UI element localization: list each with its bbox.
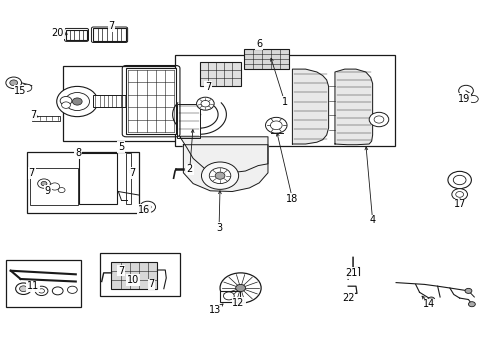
Circle shape [220, 273, 261, 303]
Circle shape [468, 302, 474, 307]
Text: 11: 11 [27, 281, 40, 291]
Bar [66, 30, 87, 40]
Circle shape [201, 162, 238, 189]
Bar [243, 49, 289, 69]
Text: 5: 5 [118, 142, 124, 152]
Circle shape [41, 181, 47, 186]
Bar [62, 66, 180, 141]
Text: 7: 7 [108, 21, 114, 31]
Text: 14: 14 [422, 299, 435, 309]
Text: 19: 19 [457, 94, 470, 104]
Circle shape [209, 168, 230, 184]
Bar [126, 68, 176, 134]
Polygon shape [183, 145, 267, 192]
Bar [199, 62, 240, 86]
Text: 2: 2 [186, 164, 192, 174]
Text: 7: 7 [29, 168, 35, 178]
Bar [6, 260, 81, 307]
Circle shape [468, 95, 477, 103]
Circle shape [10, 80, 18, 86]
Text: 13: 13 [208, 305, 221, 315]
Bar [32, 116, 60, 121]
Bar [27, 152, 139, 213]
Circle shape [57, 86, 98, 117]
Bar [93, 95, 127, 107]
Bar [111, 262, 157, 289]
Circle shape [447, 171, 470, 189]
Circle shape [58, 188, 65, 193]
Bar [175, 55, 394, 146]
Text: 22: 22 [341, 293, 354, 303]
Circle shape [22, 84, 32, 91]
Bar [177, 104, 200, 138]
Circle shape [235, 284, 245, 292]
Circle shape [67, 286, 77, 293]
Circle shape [458, 85, 472, 96]
Polygon shape [334, 69, 372, 145]
Circle shape [65, 93, 89, 111]
Text: 10: 10 [126, 275, 139, 285]
Circle shape [72, 98, 82, 105]
Circle shape [196, 97, 214, 110]
Circle shape [20, 286, 27, 292]
Circle shape [140, 201, 155, 213]
Text: 17: 17 [453, 199, 466, 210]
Bar [125, 153, 131, 204]
Text: 16: 16 [138, 204, 150, 215]
Text: 15: 15 [14, 86, 27, 96]
Text: 12: 12 [232, 298, 244, 308]
Text: 7: 7 [204, 82, 210, 92]
Text: 7: 7 [30, 110, 36, 120]
Text: 8: 8 [75, 148, 81, 158]
Text: 7: 7 [129, 168, 135, 178]
Circle shape [38, 179, 50, 188]
Text: 7: 7 [148, 279, 154, 289]
Text: 18: 18 [285, 194, 298, 204]
Circle shape [60, 96, 72, 105]
Circle shape [455, 192, 463, 197]
Circle shape [215, 172, 224, 179]
Circle shape [50, 183, 60, 190]
Circle shape [265, 117, 286, 133]
Circle shape [464, 288, 471, 293]
Circle shape [16, 283, 31, 294]
Text: 1: 1 [281, 96, 287, 107]
Bar [93, 28, 126, 41]
Circle shape [39, 289, 44, 293]
Text: 21: 21 [344, 268, 357, 278]
Bar [30, 168, 78, 205]
Circle shape [270, 121, 282, 130]
Circle shape [52, 287, 63, 295]
Circle shape [6, 77, 21, 89]
Bar [79, 153, 117, 204]
Circle shape [35, 286, 48, 296]
Text: 9: 9 [45, 186, 51, 196]
Text: 20: 20 [51, 28, 64, 38]
Bar [65, 94, 89, 109]
Circle shape [144, 204, 151, 210]
Polygon shape [292, 69, 328, 144]
Circle shape [427, 297, 434, 302]
Circle shape [373, 116, 383, 123]
Circle shape [223, 292, 234, 300]
Text: 4: 4 [369, 215, 375, 225]
Text: 3: 3 [216, 222, 222, 233]
Circle shape [368, 112, 388, 127]
Bar [100, 253, 180, 296]
Circle shape [201, 100, 209, 107]
Circle shape [451, 189, 467, 200]
Circle shape [452, 175, 465, 185]
Text: 7: 7 [118, 266, 124, 276]
Polygon shape [180, 137, 267, 174]
Text: 6: 6 [256, 39, 262, 49]
Bar [220, 291, 239, 302]
Circle shape [61, 102, 70, 108]
